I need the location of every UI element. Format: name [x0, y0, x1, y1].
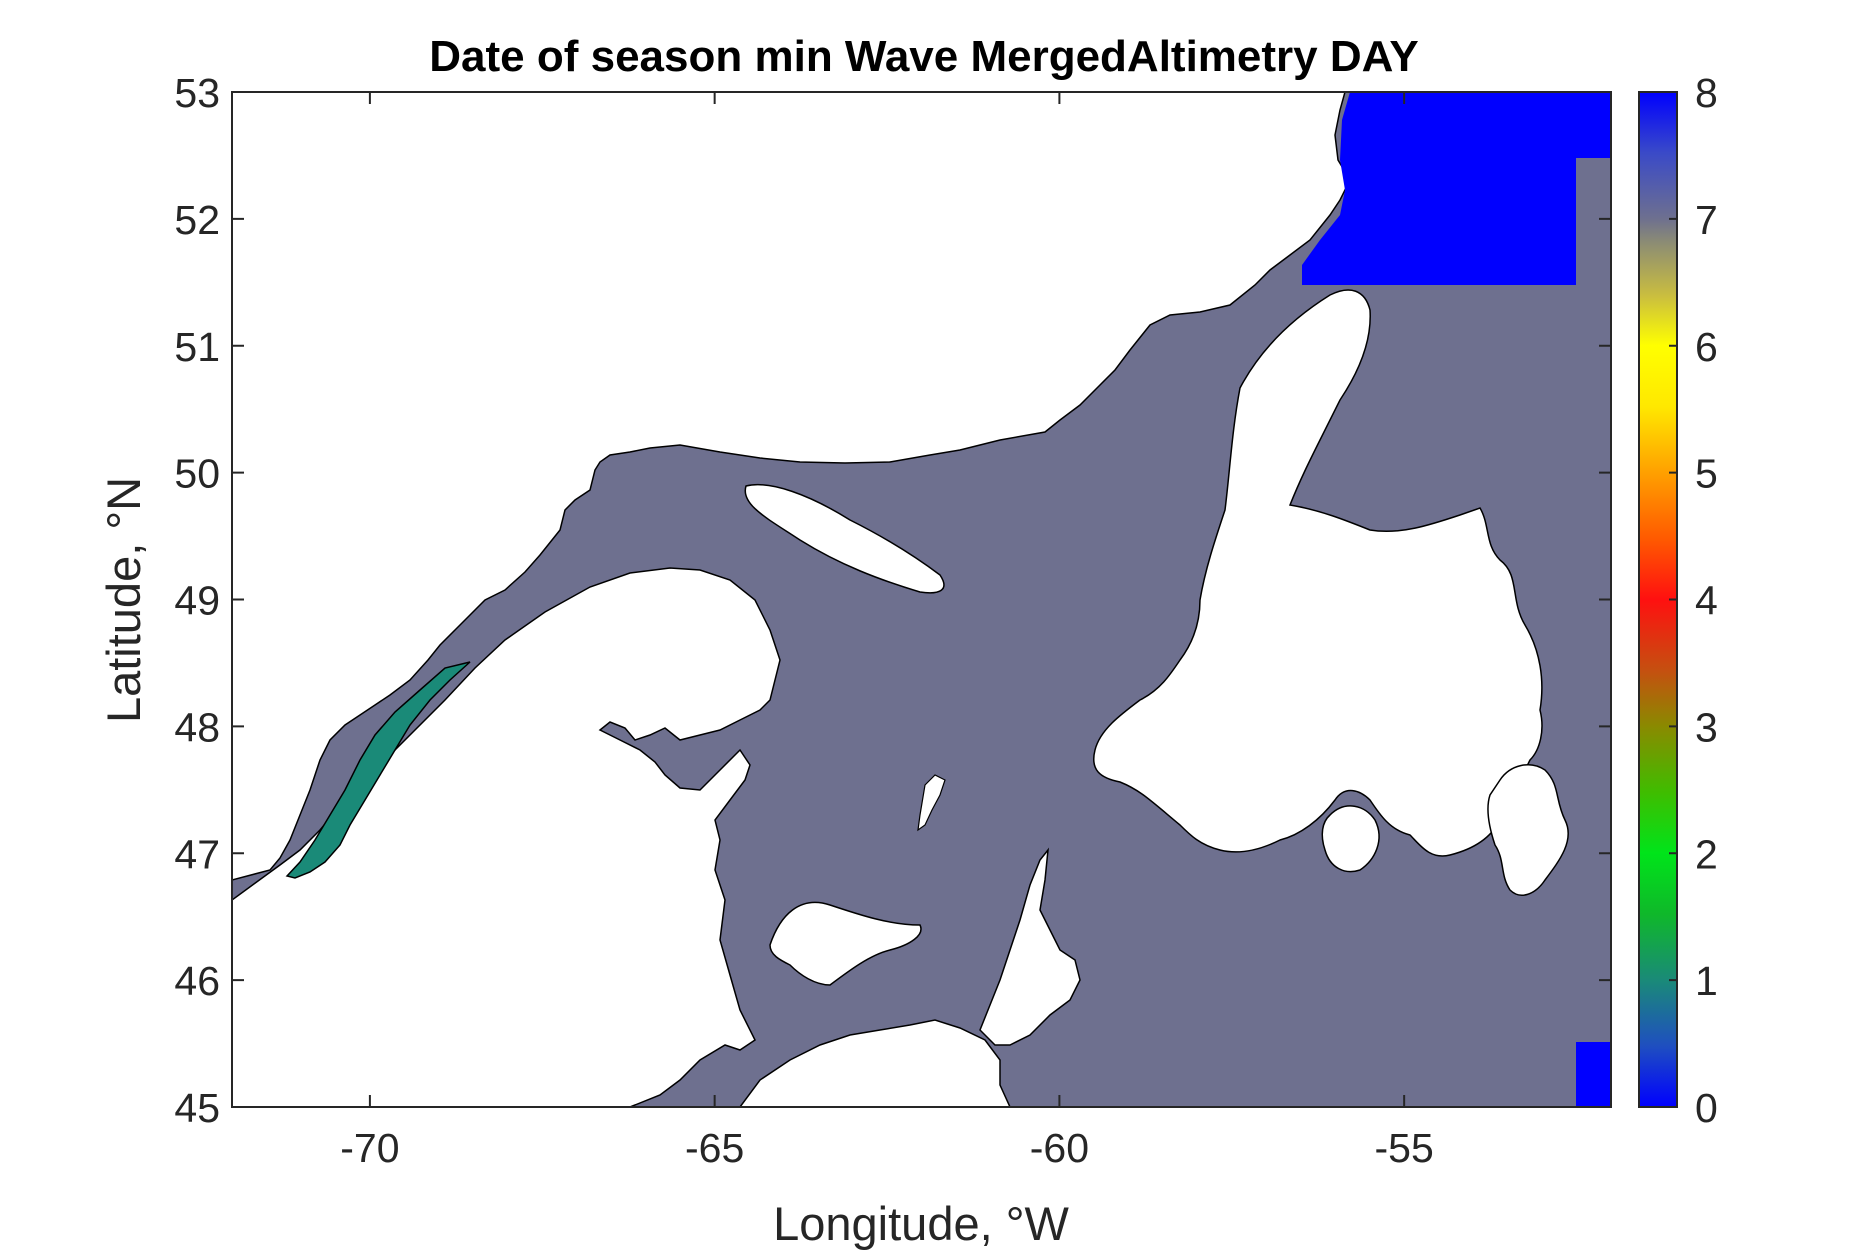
chart-title: Date of season min Wave MergedAltimetry …	[429, 32, 1418, 81]
blue-zone-southeast	[1576, 1042, 1611, 1107]
land-cape-breton	[979, 847, 1081, 1046]
colorbar-tick-label: 5	[1695, 451, 1718, 497]
land-magdalen	[917, 774, 946, 832]
plot-area	[232, 92, 1611, 1107]
land-nova-scotia	[739, 1019, 1011, 1107]
colorbar-tick-label: 7	[1695, 197, 1718, 243]
colorbar-tick-label: 2	[1695, 831, 1718, 877]
land-newfoundland	[1093, 289, 1543, 857]
x-tick-label: -55	[1375, 1125, 1434, 1171]
land-pei	[769, 901, 922, 986]
colorbar: 0 1 2 3 4 5 6 7 8	[1638, 70, 1718, 1131]
x-tick-label: -65	[685, 1125, 744, 1171]
blue-zone-northeast	[1302, 92, 1611, 285]
colorbar-tick-label: 8	[1695, 70, 1718, 116]
colorbar-tick-label: 0	[1695, 1085, 1718, 1131]
y-tick-label: 52	[174, 197, 220, 243]
x-axis: -70 -65 -60 -55	[340, 92, 1434, 1171]
x-tick-label: -70	[340, 1125, 399, 1171]
y-axis: 45 46 47 48 49 50 51 52 53	[174, 70, 1611, 1131]
y-tick-label: 51	[174, 324, 220, 370]
colorbar-tick-label: 4	[1695, 578, 1718, 624]
x-axis-label: Longitude, °W	[773, 1197, 1069, 1250]
land-north-shore	[232, 92, 1351, 881]
land-avalon	[1487, 764, 1569, 896]
colorbar-tick-label: 1	[1695, 958, 1718, 1004]
y-tick-label: 50	[174, 451, 220, 497]
estuary-region	[285, 661, 471, 879]
y-tick-label: 48	[174, 704, 220, 750]
y-tick-label: 49	[174, 578, 220, 624]
land-gaspe-nb	[232, 567, 781, 1107]
y-tick-label: 46	[174, 958, 220, 1004]
y-tick-label: 47	[174, 831, 220, 877]
y-tick-label: 53	[174, 70, 220, 116]
y-axis-label: Latitude, °N	[97, 477, 150, 723]
land-anticosti	[744, 483, 945, 594]
colorbar-tick-label: 6	[1695, 324, 1718, 370]
x-tick-label: -60	[1030, 1125, 1089, 1171]
y-tick-label: 45	[174, 1085, 220, 1131]
colorbar-tick-label: 3	[1695, 704, 1718, 750]
land-burin	[1321, 805, 1380, 873]
